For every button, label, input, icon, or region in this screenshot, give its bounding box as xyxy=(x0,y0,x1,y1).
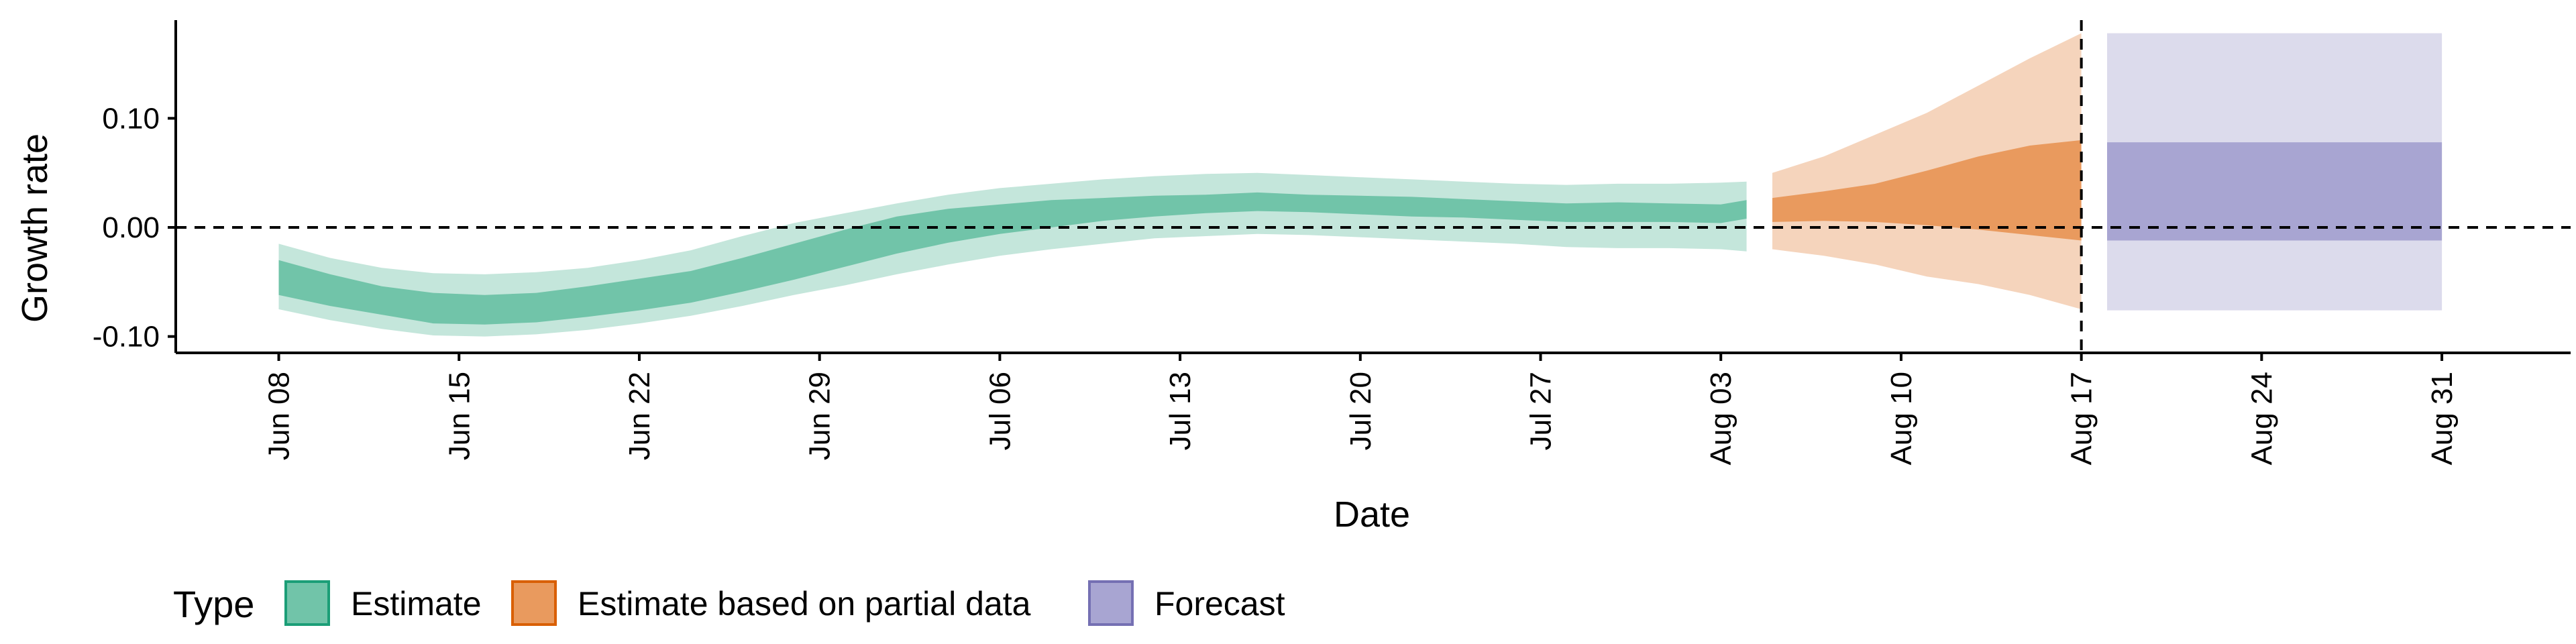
y-tick-label: 0.00 xyxy=(102,211,160,244)
y-tick-label: -0.10 xyxy=(93,321,160,354)
estimate-inner-band xyxy=(278,192,1747,325)
x-tick-label: Jul 06 xyxy=(983,372,1016,450)
x-tick-label: Jul 27 xyxy=(1525,372,1558,450)
x-axis-title: Date xyxy=(1334,494,1410,535)
forecast-legend-swatch xyxy=(1088,580,1134,626)
partial-legend-label: Estimate based on partial data xyxy=(578,585,1031,623)
x-tick-label: Aug 24 xyxy=(2245,372,2278,465)
legend-title: Type xyxy=(173,583,254,625)
x-tick-label: Jun 29 xyxy=(804,372,837,460)
x-tick-label: Jul 13 xyxy=(1164,372,1197,450)
y-tick-label: 0.10 xyxy=(102,102,160,135)
reference-lines xyxy=(176,20,2571,353)
x-tick-label: Jun 08 xyxy=(263,372,296,460)
estimate-legend-swatch xyxy=(284,580,330,626)
x-tick-label: Aug 31 xyxy=(2426,372,2459,465)
x-tick-label: Jun 22 xyxy=(623,372,656,460)
uncertainty-bands xyxy=(278,33,2443,337)
y-ticks: 0.10 0.00 -0.10 xyxy=(93,102,176,354)
partial-legend-swatch xyxy=(511,580,557,626)
partial-inner-band xyxy=(1772,140,2082,241)
estimate-legend-label: Estimate xyxy=(351,585,482,623)
x-tick-label: Aug 10 xyxy=(1885,372,1918,465)
forecast-legend-label: Forecast xyxy=(1155,585,1285,623)
x-tick-label: Jul 20 xyxy=(1344,372,1377,450)
axes xyxy=(174,20,2571,354)
x-tick-label: Aug 17 xyxy=(2065,372,2098,465)
forecast-inner-band xyxy=(2107,142,2443,241)
x-ticks: Jun 08 Jun 15 Jun 22 Jun 29 Jul 06 Jul 13 Jul … xyxy=(263,353,2459,465)
x-tick-label: Jun 15 xyxy=(443,372,476,460)
legend-items: Estimate Estimate based on partial data Fo… xyxy=(284,580,1285,626)
x-tick-label: Aug 03 xyxy=(1705,372,1737,465)
legend: Type Estimate Estimate based on partial d… xyxy=(173,580,1285,626)
y-axis-title: Growth rate xyxy=(15,133,55,323)
